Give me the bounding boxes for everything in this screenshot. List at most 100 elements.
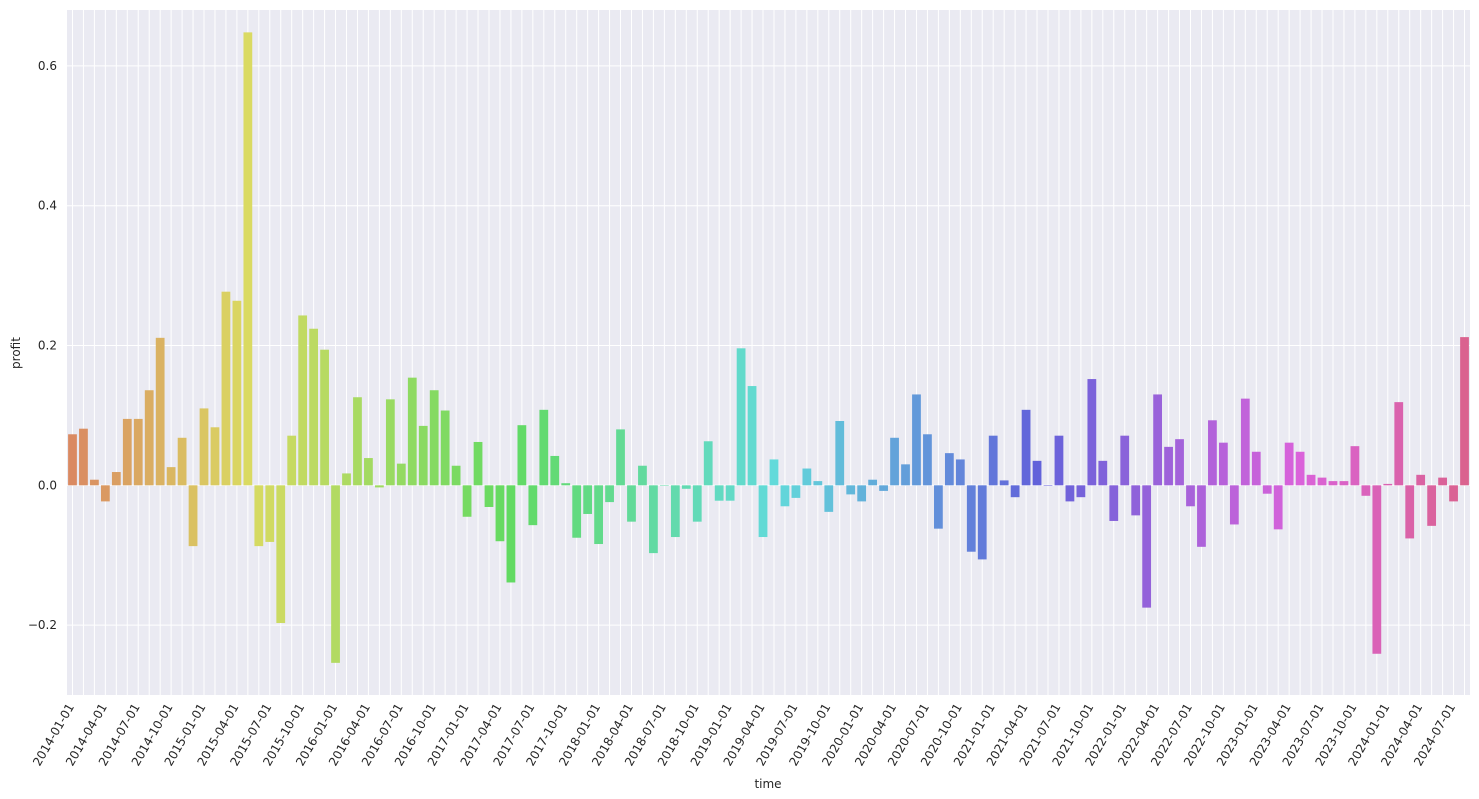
bar-2015-07-01 [265,485,275,542]
bar-2018-03-01 [616,429,625,486]
bar-2014-04-01 [100,485,110,502]
bar-2015-11-01 [309,328,319,486]
bar-2019-02-01 [736,348,746,486]
bar-2021-11-01 [1098,460,1108,486]
bar-2019-06-01 [780,485,790,507]
bar-2024-02-01 [1394,402,1404,486]
bar-2017-01-01 [462,485,472,517]
bar-2015-06-01 [254,485,264,547]
bar-2021-06-01 [1043,485,1053,486]
bar-2015-08-01 [276,485,286,624]
bar-2017-10-01 [561,483,571,486]
bar-2018-09-01 [681,485,691,489]
bar-2022-09-01 [1208,420,1217,486]
bar-2018-02-01 [605,485,614,503]
bar-2016-01-01 [331,485,340,663]
bar-2022-01-01 [1120,435,1130,486]
bar-2017-02-01 [473,441,483,486]
bar-2017-11-01 [572,485,582,538]
bar-2017-08-01 [539,409,549,486]
bar-2023-12-01 [1372,485,1382,654]
bar-2016-03-01 [353,397,362,486]
bar-2024-01-01 [1383,483,1393,486]
bar-2014-08-01 [144,390,154,486]
bar-2017-12-01 [583,485,593,514]
bar-2023-06-01 [1306,474,1316,486]
bar-2021-07-01 [1054,435,1064,486]
bar-2019-03-01 [747,386,757,486]
bar-2016-06-01 [385,399,395,486]
bar-2016-04-01 [364,458,373,486]
bar-2022-06-01 [1175,439,1184,486]
bar-2014-10-01 [166,467,176,486]
bar-2022-11-01 [1229,485,1239,525]
bar-2018-11-01 [703,441,713,486]
bar-2021-09-01 [1076,485,1086,498]
bar-2022-08-01 [1197,485,1206,547]
bar-2015-03-01 [221,291,231,486]
bar-2023-01-01 [1251,451,1261,486]
bar-2019-01-01 [725,485,735,501]
bar-2021-03-01 [1010,485,1020,498]
bar-2022-10-01 [1218,442,1228,486]
y-tick-label: 0.4 [38,199,57,213]
bar-2016-08-01 [407,377,417,486]
bar-2023-11-01 [1361,485,1371,496]
bar-2023-05-01 [1295,451,1305,486]
bar-2020-05-01 [901,464,910,486]
bar-2024-05-01 [1427,485,1437,526]
bar-2014-03-01 [90,479,99,486]
bar-2020-10-01 [955,459,965,486]
bar-2017-09-01 [550,455,560,486]
y-tick-label: 0.6 [38,59,57,73]
bar-2023-02-01 [1262,485,1272,494]
bar-2020-08-01 [934,485,943,529]
bars [68,32,1469,663]
bar-2024-04-01 [1416,474,1426,486]
bar-2017-05-01 [506,485,516,583]
bar-2024-06-01 [1438,477,1447,486]
bar-2016-07-01 [396,463,406,486]
bar-2020-07-01 [923,434,932,486]
bar-2020-03-01 [879,485,888,491]
bar-2016-02-01 [342,473,351,486]
bar-2022-12-01 [1240,398,1250,486]
y-tick-label: 0.2 [38,339,57,353]
bar-2023-09-01 [1339,481,1349,486]
bar-2018-07-01 [659,485,669,486]
y-tick-label: −0.2 [28,618,57,632]
bar-2016-09-01 [418,425,428,486]
bar-2021-10-01 [1087,379,1097,486]
bar-2017-07-01 [528,485,538,526]
bar-2020-01-01 [857,485,867,502]
bar-2018-05-01 [638,465,647,486]
bar-2024-08-01 [1460,337,1469,486]
bar-2023-07-01 [1317,477,1327,486]
bar-2021-05-01 [1032,460,1042,486]
bar-2019-11-01 [835,421,845,486]
bar-2022-02-01 [1131,485,1141,516]
bar-2021-01-01 [988,435,998,486]
bar-2020-02-01 [868,479,878,486]
bar-2017-06-01 [517,425,527,486]
bar-2018-12-01 [714,485,724,501]
bar-2023-08-01 [1328,481,1338,486]
bar-2014-12-01 [188,485,198,547]
bar-2021-12-01 [1109,485,1119,521]
bar-2020-09-01 [944,453,954,486]
bar-2016-05-01 [375,485,384,488]
bar-2015-01-01 [199,408,209,486]
bar-2023-03-01 [1273,485,1283,530]
bar-2023-10-01 [1350,446,1360,486]
bar-2018-04-01 [627,485,636,522]
y-tick-label: 0.0 [38,478,57,492]
bar-2014-02-01 [79,428,88,486]
bar-2021-02-01 [999,480,1009,486]
bar-2015-05-01 [243,32,253,486]
bar-2015-02-01 [210,427,220,486]
bar-2019-10-01 [824,485,834,512]
bar-2016-12-01 [451,465,461,486]
bar-2015-09-01 [287,435,297,486]
bar-2016-11-01 [440,410,450,486]
bar-2019-09-01 [813,481,823,486]
